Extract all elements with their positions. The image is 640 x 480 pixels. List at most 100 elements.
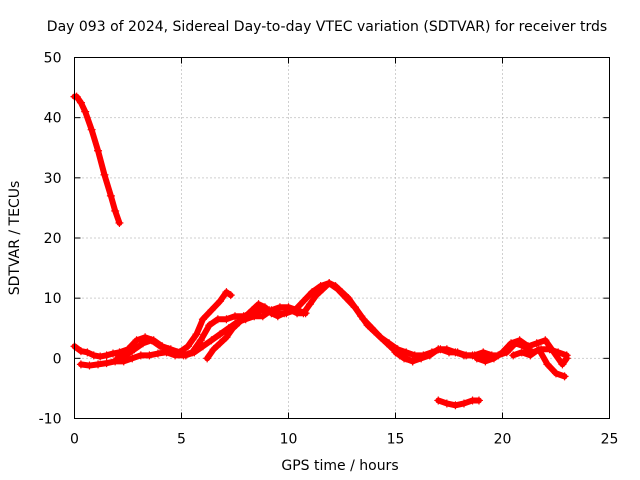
data-point [254, 300, 263, 309]
data-point [102, 351, 111, 360]
data-point [196, 336, 205, 345]
data-point [312, 291, 321, 300]
data-point [526, 351, 535, 360]
data-point [111, 206, 120, 215]
data-point [543, 360, 552, 369]
data-point [136, 351, 145, 360]
series-arc-f [472, 336, 571, 369]
data-point [213, 315, 222, 324]
data-point [474, 396, 483, 405]
y-tick-label: 50 [44, 51, 62, 67]
data-point [190, 348, 199, 357]
x-tick-label: 15 [387, 432, 405, 448]
data-point [382, 339, 391, 348]
series-arc-early [70, 92, 124, 227]
data-point [94, 360, 103, 369]
data-point [87, 125, 96, 134]
data-point [434, 345, 443, 354]
data-point [325, 279, 334, 288]
data-point [216, 330, 225, 339]
data-point [459, 351, 468, 360]
data-traces [70, 92, 571, 410]
data-point [524, 342, 533, 351]
data-point [562, 354, 571, 363]
data-point [273, 312, 282, 321]
data-point [203, 354, 212, 363]
data-point [128, 354, 137, 363]
data-point [207, 306, 216, 315]
data-point [83, 348, 92, 357]
grid [74, 57, 610, 419]
x-tick-label: 20 [494, 432, 512, 448]
data-point [534, 345, 543, 354]
chart-title: Day 093 of 2024, Sidereal Day-to-day VTE… [47, 19, 607, 35]
data-point [181, 351, 190, 360]
series-arc-g [509, 345, 569, 381]
data-point [549, 348, 558, 357]
x-tick-label: 5 [177, 432, 186, 448]
data-point [532, 339, 541, 348]
data-point [376, 333, 385, 342]
data-point [222, 288, 231, 297]
data-point [507, 339, 516, 348]
y-tick-labels: -10 0 10 20 30 40 50 [39, 51, 62, 428]
data-point [250, 312, 259, 321]
series-line [71, 93, 123, 226]
data-point [231, 312, 239, 321]
data-point [258, 312, 267, 321]
data-point [94, 146, 103, 155]
data-point [205, 321, 214, 330]
data-point [209, 345, 218, 354]
data-point [235, 318, 244, 327]
data-point [472, 354, 481, 363]
data-point [400, 354, 409, 363]
data-point [81, 107, 90, 116]
data-point [228, 324, 237, 333]
data-point [138, 339, 147, 348]
y-tick-label: 30 [44, 171, 62, 187]
data-point [156, 342, 165, 351]
data-point [222, 315, 231, 324]
data-point [363, 321, 372, 330]
data-point [192, 330, 201, 339]
data-point [216, 339, 225, 348]
data-point [560, 372, 569, 381]
data-point [109, 349, 118, 358]
data-point [226, 291, 235, 300]
data-point [198, 315, 207, 324]
data-point [442, 345, 451, 354]
data-point [76, 347, 85, 356]
data-point [286, 306, 295, 315]
data-point [552, 369, 560, 378]
data-point [85, 361, 94, 370]
data-point [451, 348, 460, 357]
data-point [299, 297, 308, 306]
data-point [442, 399, 451, 408]
data-point [408, 357, 417, 366]
data-point [96, 352, 105, 361]
data-point [558, 360, 567, 369]
data-point [89, 351, 98, 360]
data-point [305, 300, 314, 309]
data-point [308, 288, 317, 297]
data-point [132, 336, 141, 345]
data-point [498, 348, 507, 357]
data-point [468, 351, 477, 360]
data-point [417, 354, 426, 363]
series-arc-late [434, 396, 483, 410]
y-tick-label: 20 [44, 231, 62, 247]
data-point [357, 312, 366, 321]
data-point [425, 351, 434, 360]
data-point [481, 357, 490, 366]
data-point [216, 297, 225, 306]
data-point [451, 401, 460, 410]
data-point [515, 336, 524, 345]
data-point [517, 348, 526, 357]
data-point [173, 348, 182, 357]
data-point [76, 98, 85, 107]
data-point [207, 336, 216, 345]
x-axis-label: GPS time / hours [281, 458, 398, 474]
data-point [318, 285, 327, 294]
data-point [76, 360, 85, 369]
